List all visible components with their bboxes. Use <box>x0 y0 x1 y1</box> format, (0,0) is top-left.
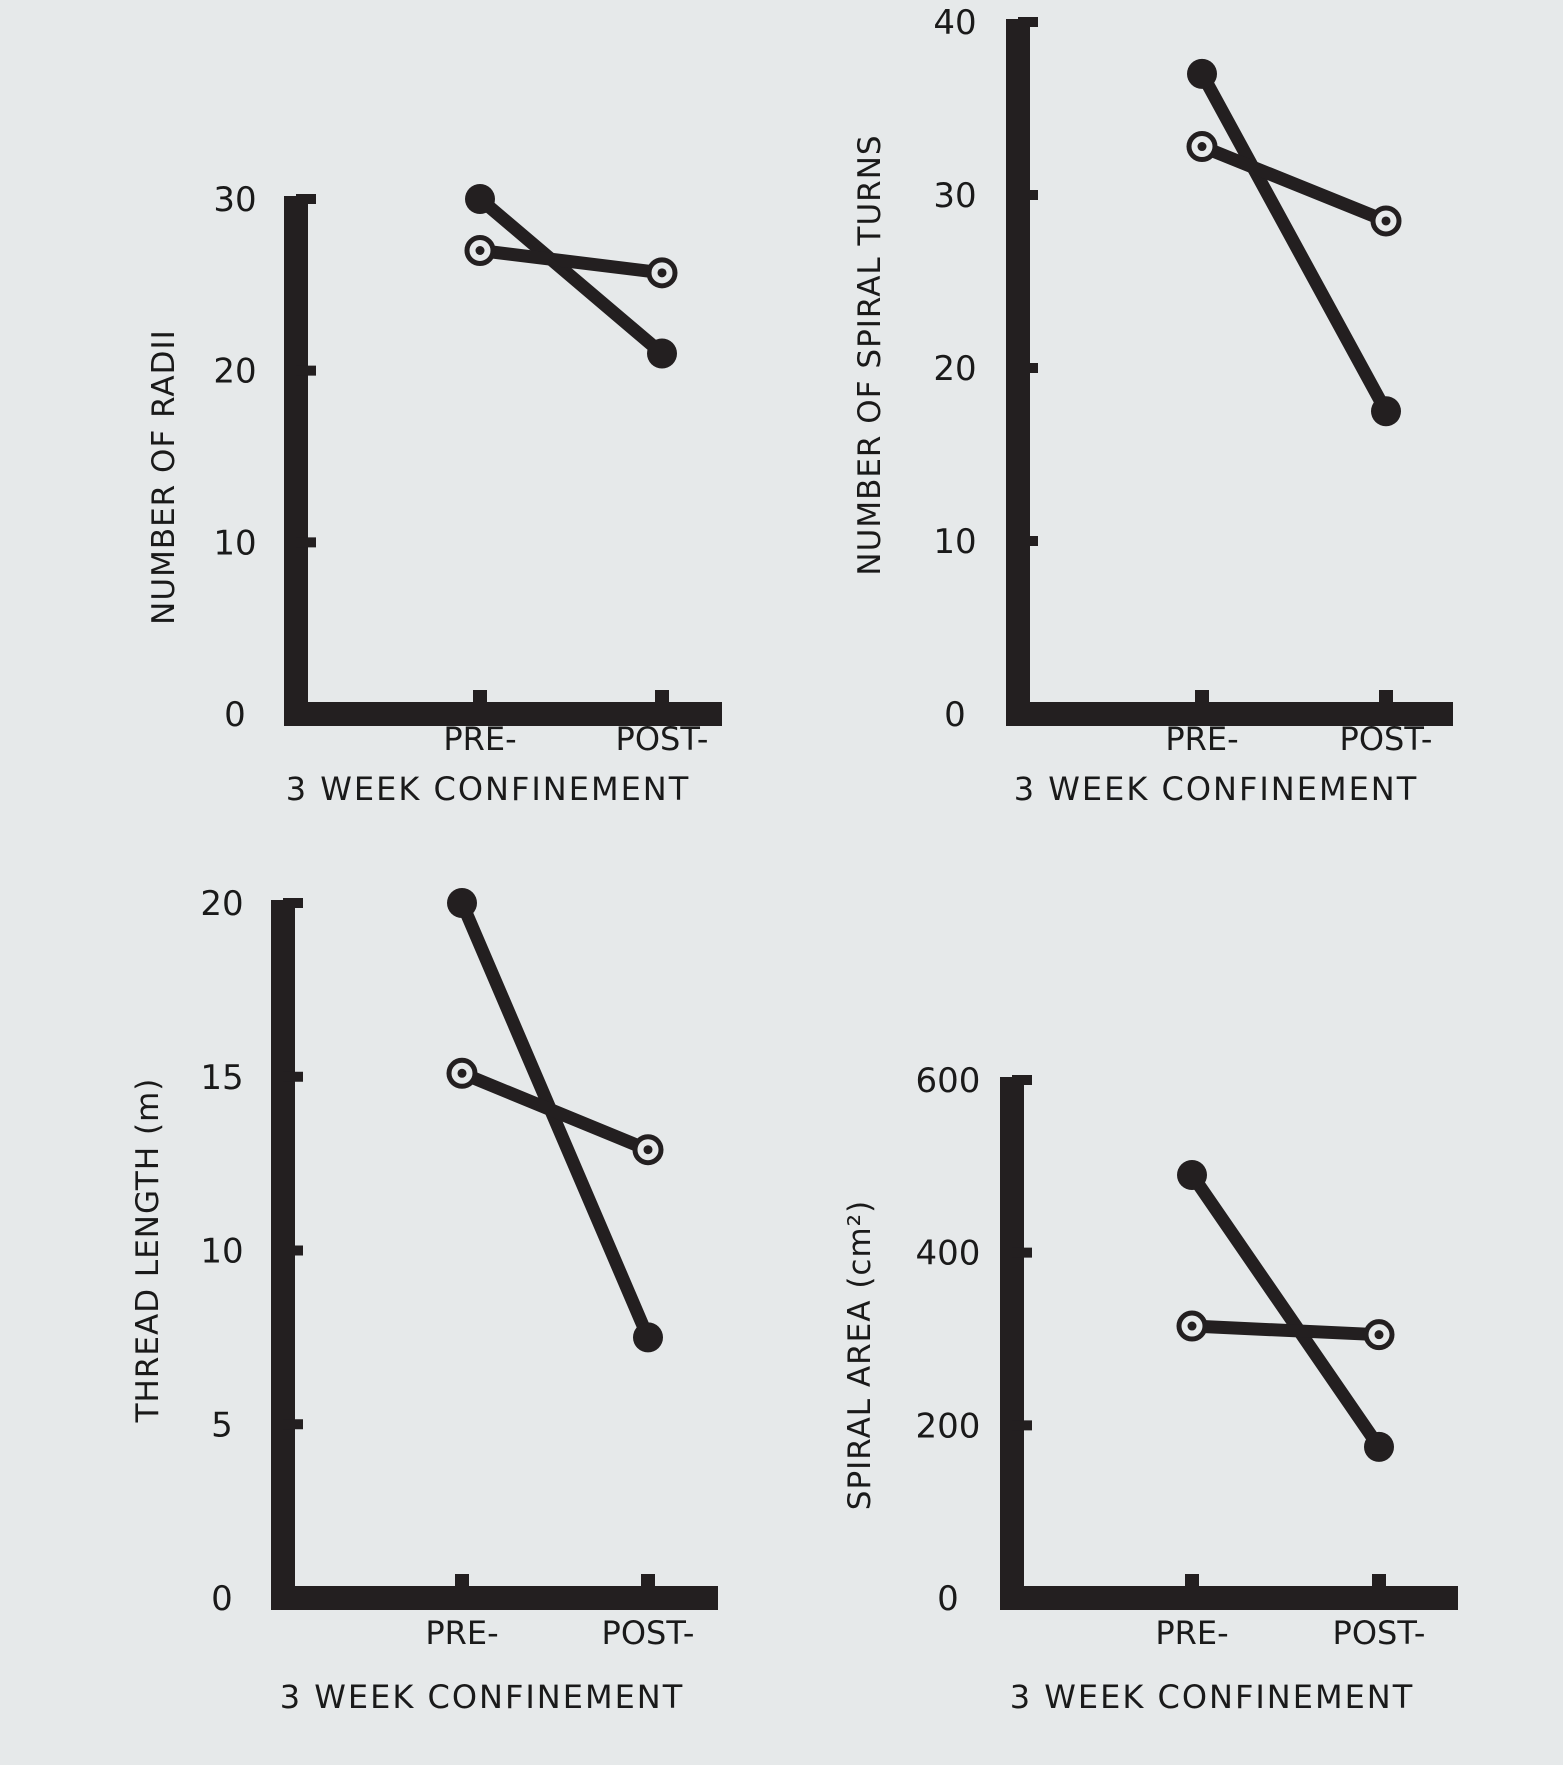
y-tick-label: 10 <box>213 523 256 563</box>
y-tick-label: 600 <box>916 1061 981 1101</box>
y-tick-label: 10 <box>933 522 976 562</box>
y-tick-label: 30 <box>213 180 256 220</box>
series-line-open <box>1195 140 1393 228</box>
chart-2: 0 10 20 30 40 PRE- POST- 3 WEEK CONFINEMENT NUMB… <box>852 3 1453 808</box>
x-category-label: POST- <box>1333 1614 1426 1652</box>
series-line-open <box>1185 1319 1386 1342</box>
data-point-filled <box>465 184 495 214</box>
open-marker-dot <box>475 246 485 255</box>
data-point-open <box>446 1057 478 1089</box>
x-category-label: POST- <box>616 720 709 758</box>
data-point-open <box>1363 1319 1395 1351</box>
y-tick-label: 0 <box>937 1579 959 1619</box>
x-axis-title: 3 WEEK CONFINEMENT <box>1014 770 1419 808</box>
y-tick-label: 20 <box>200 884 243 924</box>
data-point-filled <box>633 1322 663 1353</box>
y-tick-label: 30 <box>933 176 976 216</box>
data-point-open <box>646 257 678 289</box>
chart-3: 0 5 10 15 20 PRE- POST- 3 WEEK CONFINEMENT THREA… <box>130 884 718 1716</box>
x-category-label: POST- <box>602 1614 695 1652</box>
x-axis-title: 3 WEEK CONFINEMENT <box>286 770 691 808</box>
data-point-filled <box>1364 1431 1394 1462</box>
x-axis-title: 3 WEEK CONFINEMENT <box>280 1678 685 1716</box>
y-tick-label: 400 <box>916 1234 981 1274</box>
y-tick-label: 200 <box>916 1406 981 1446</box>
data-point-filled <box>1187 58 1217 89</box>
y-axis-label: SPIRAL AREA (cm²) <box>842 1200 878 1510</box>
series-line-open <box>455 1066 655 1157</box>
x-category-label: PRE- <box>1165 720 1238 758</box>
series-line-filled <box>473 192 669 360</box>
y-tick-label: 0 <box>944 695 966 735</box>
data-point-open <box>1176 1310 1208 1342</box>
y-tick-label: 20 <box>213 352 256 392</box>
chart-1: 0 10 20 30 PRE- POST- 3 WEEK CONFINEMENT NUMBER… <box>146 180 722 808</box>
open-marker-dot <box>1374 1330 1384 1340</box>
y-axis-label: THREAD LENGTH (m) <box>130 1078 166 1424</box>
series-line-filled <box>1195 67 1393 418</box>
y-tick-label: 10 <box>200 1232 243 1272</box>
data-point-open <box>1186 131 1218 163</box>
series-line-filled <box>455 896 655 1344</box>
data-point-filled <box>447 888 477 918</box>
data-point-filled <box>1371 396 1401 427</box>
chart-4: 0 200 400 600 PRE- POST- 3 WEEK CONFINEMENT SPI… <box>842 1061 1458 1716</box>
open-marker-dot <box>1381 216 1391 226</box>
y-tick-label: 20 <box>933 349 976 389</box>
data-point-open <box>1370 205 1402 237</box>
y-axis-label: NUMBER OF RADII <box>146 329 182 625</box>
x-axis-title: 3 WEEK CONFINEMENT <box>1010 1678 1415 1716</box>
y-tick-label: 15 <box>200 1058 243 1098</box>
data-point-filled <box>1177 1159 1207 1190</box>
y-axis-label: NUMBER OF SPIRAL TURNS <box>852 134 888 575</box>
series-line-filled <box>1185 1168 1386 1454</box>
data-point-open <box>632 1134 664 1166</box>
data-point-filled <box>647 338 677 369</box>
x-category-label: PRE- <box>1155 1614 1228 1652</box>
y-tick-label: 0 <box>211 1579 233 1619</box>
series-line-open <box>473 244 669 280</box>
y-tick-label: 0 <box>224 695 246 735</box>
x-category-label: PRE- <box>425 1614 498 1652</box>
open-marker-dot <box>643 1145 653 1155</box>
open-marker-dot <box>457 1068 467 1078</box>
y-tick-label: 40 <box>933 3 976 43</box>
x-category-label: POST- <box>1340 720 1433 758</box>
x-category-label: PRE- <box>443 720 516 758</box>
open-marker-dot <box>1187 1321 1197 1331</box>
data-point-open <box>464 235 496 266</box>
y-tick-label: 5 <box>211 1405 233 1445</box>
open-marker-dot <box>657 268 667 278</box>
open-marker-dot <box>1197 142 1207 152</box>
